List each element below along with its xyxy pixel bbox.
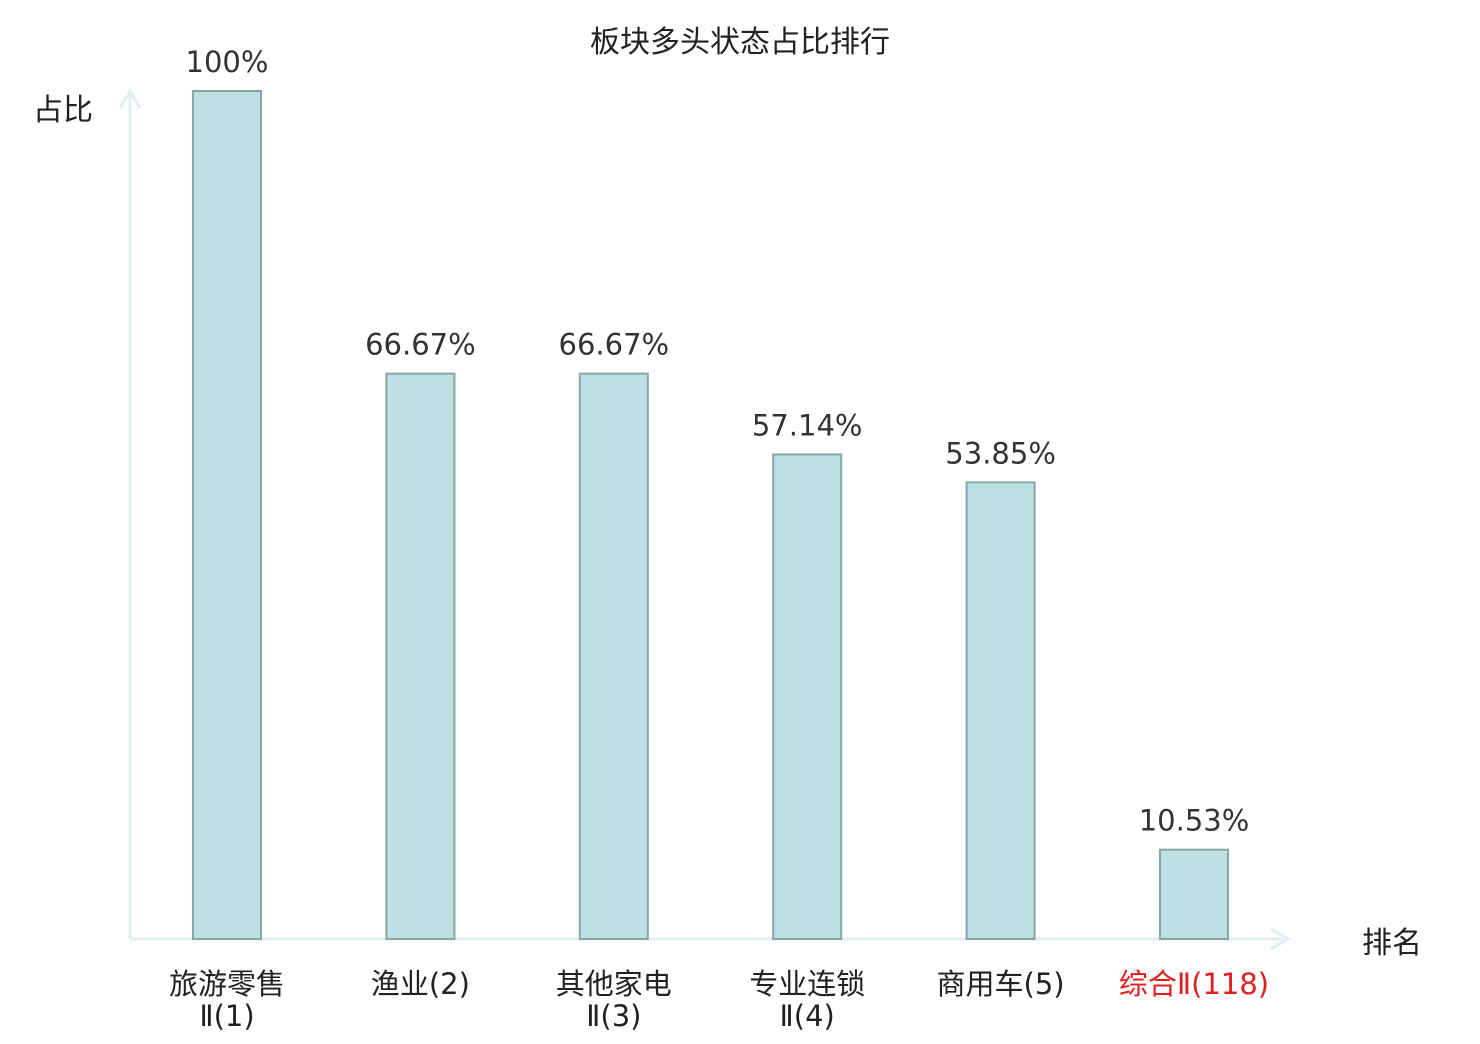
value-label: 57.14% — [752, 408, 863, 442]
category-label: 旅游零售 — [169, 967, 285, 1001]
value-labels: 100% 66.67% 66.67% 57.14% 53.85% 10.53% — [186, 45, 1250, 838]
bars — [192, 90, 1229, 941]
category-label-line2: Ⅱ(3) — [586, 999, 641, 1033]
category-label: 渔业(2) — [371, 967, 470, 1001]
bar — [192, 90, 262, 940]
value-label: 100% — [186, 45, 269, 79]
category-label: 商用车(5) — [937, 967, 1065, 1001]
category-label-line2: Ⅱ(4) — [780, 999, 835, 1033]
bar — [772, 453, 843, 940]
category-label-line2: Ⅱ(1) — [199, 999, 254, 1033]
value-label: 66.67% — [365, 328, 476, 362]
bar — [385, 372, 456, 940]
value-label: 53.85% — [945, 436, 1056, 470]
bar — [1159, 848, 1229, 941]
y-axis-label: 占比 — [33, 93, 93, 128]
category-label: 专业连锁 — [749, 967, 865, 1001]
x-axis-arrow — [1270, 927, 1291, 951]
axes — [118, 88, 1291, 951]
bar — [965, 481, 1036, 940]
category-label: 综合Ⅱ(118) — [1119, 967, 1269, 1001]
bar — [578, 372, 649, 940]
category-label: 其他家电 — [556, 967, 672, 1001]
y-axis-arrow — [118, 88, 142, 109]
value-label: 66.67% — [559, 328, 670, 362]
x-axis-label: 排名 — [1362, 926, 1422, 961]
chart-title: 板块多头状态占比排行 — [590, 25, 890, 60]
value-label: 10.53% — [1139, 804, 1250, 838]
